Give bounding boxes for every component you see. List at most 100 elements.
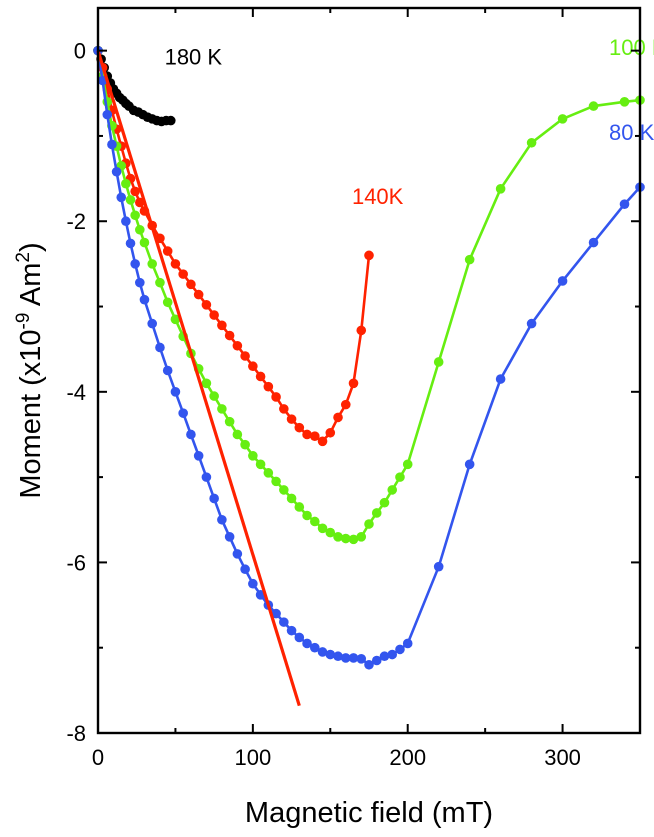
data-point xyxy=(340,399,351,410)
data-point xyxy=(387,485,398,495)
data-point xyxy=(333,532,343,542)
data-point xyxy=(255,459,266,470)
data-point xyxy=(310,516,320,527)
data-point xyxy=(201,378,212,389)
data-point xyxy=(186,429,196,440)
data-point xyxy=(395,472,405,482)
data-point xyxy=(165,115,176,126)
data-point xyxy=(317,523,328,534)
data-point xyxy=(162,365,173,376)
data-point xyxy=(371,655,382,666)
data-point xyxy=(135,197,145,208)
data-point xyxy=(348,653,359,663)
data-point xyxy=(121,216,131,227)
data-point xyxy=(395,644,405,655)
data-point xyxy=(155,277,165,288)
data-point xyxy=(193,450,204,461)
series-label: 180 K xyxy=(165,44,223,69)
data-point xyxy=(178,408,188,418)
data-point xyxy=(209,391,219,401)
data-point xyxy=(121,178,131,189)
data-point xyxy=(130,210,140,221)
data-point xyxy=(125,238,136,249)
data-point xyxy=(193,289,204,300)
y-tick-label: -8 xyxy=(66,721,86,746)
data-point xyxy=(310,642,320,653)
plot-frame xyxy=(96,6,642,735)
data-point xyxy=(286,625,297,636)
data-point xyxy=(248,361,258,372)
data-point xyxy=(147,259,157,269)
data-point xyxy=(588,237,599,248)
data-point xyxy=(302,429,312,440)
data-point xyxy=(170,387,181,397)
data-point xyxy=(325,427,336,438)
data-point xyxy=(356,325,367,336)
data-point xyxy=(248,578,258,589)
data-point xyxy=(170,259,181,269)
data-point xyxy=(294,502,305,512)
data-point xyxy=(464,459,475,470)
data-point xyxy=(317,647,328,657)
data-point xyxy=(178,269,188,279)
data-point xyxy=(333,412,343,423)
data-point xyxy=(232,340,243,351)
x-tick-label: 200 xyxy=(389,745,426,770)
data-point xyxy=(379,497,390,508)
data-point xyxy=(102,109,113,120)
y-axis-title-unit: Am xyxy=(15,263,47,313)
y-axis-title-exp2: 2 xyxy=(13,252,34,263)
data-point xyxy=(139,237,150,248)
data-point xyxy=(201,300,212,310)
data-point xyxy=(526,318,537,329)
data-point xyxy=(557,114,568,124)
series-3: 80 K xyxy=(93,45,654,670)
series-layer: 180 K 140K 100 K 80 K xyxy=(93,35,654,707)
data-point xyxy=(162,246,173,256)
data-point xyxy=(170,314,181,325)
series-line xyxy=(96,50,641,667)
series-1: 140K xyxy=(93,45,404,447)
data-point xyxy=(255,371,266,382)
y-axis-title: Moment (x10-9 Am2) xyxy=(13,242,47,498)
data-point xyxy=(217,404,227,414)
x-tick-label: 100 xyxy=(234,745,271,770)
data-point xyxy=(125,195,136,205)
data-point xyxy=(240,351,250,361)
data-point xyxy=(317,436,328,447)
x-tick-label: 0 xyxy=(92,745,104,770)
data-point xyxy=(271,608,281,619)
data-point xyxy=(217,514,227,525)
data-point xyxy=(209,493,219,504)
data-point xyxy=(364,250,374,261)
data-point xyxy=(588,101,599,111)
data-point xyxy=(279,404,289,414)
data-point xyxy=(348,378,359,389)
data-point xyxy=(495,374,506,384)
series-label: 80 K xyxy=(609,120,654,145)
data-point xyxy=(232,429,243,440)
data-point xyxy=(302,638,312,649)
data-point xyxy=(248,450,258,461)
data-point xyxy=(186,279,196,290)
y-tick-label: -6 xyxy=(66,550,86,575)
data-point xyxy=(340,653,351,663)
data-point xyxy=(526,137,537,148)
data-point xyxy=(201,472,212,482)
x-axis-title: Magnetic field (mT) xyxy=(245,797,493,829)
data-point xyxy=(224,532,235,542)
data-point xyxy=(294,422,305,433)
data-point xyxy=(325,649,336,660)
series-2: 100 K xyxy=(93,35,654,545)
data-point xyxy=(279,485,289,495)
data-point xyxy=(224,416,235,427)
data-point xyxy=(271,392,281,402)
data-point xyxy=(240,564,250,575)
data-point xyxy=(135,224,145,235)
data-point xyxy=(135,277,145,288)
data-point xyxy=(139,294,150,305)
data-point xyxy=(364,519,374,529)
data-point xyxy=(147,318,157,329)
x-tick-label: 300 xyxy=(544,745,581,770)
series-label: 100 K xyxy=(609,35,654,60)
